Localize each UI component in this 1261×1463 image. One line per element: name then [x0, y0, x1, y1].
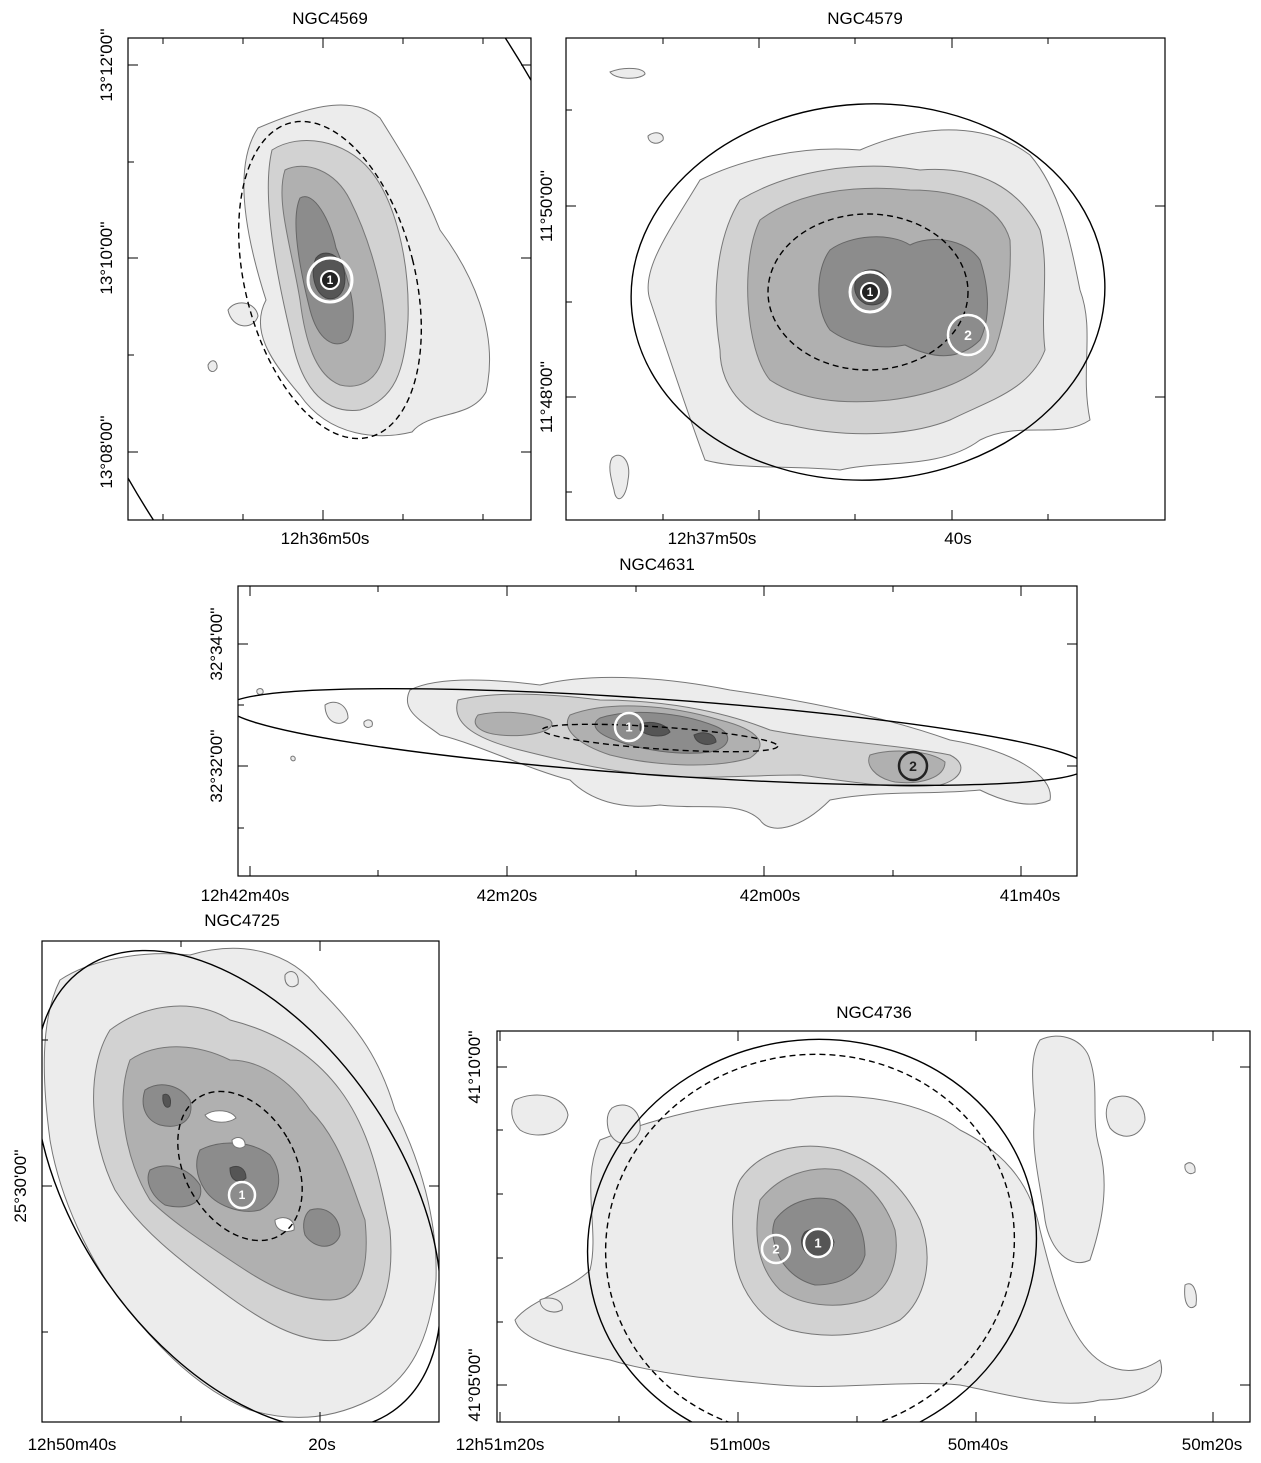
axis-ticks	[41, 941, 439, 1422]
contour-map	[609, 67, 1106, 500]
plot-frame	[565, 37, 1166, 521]
contour-map	[238, 676, 1077, 829]
y-tick-label: 32°34'00''	[207, 607, 226, 680]
source-marker-1: 1	[306, 256, 354, 304]
y-tick-label: 13°12'00''	[97, 28, 116, 101]
dashed-ellipse	[541, 723, 779, 753]
y-tick-label: 11°50'00''	[537, 170, 556, 242]
contour-level-5	[229, 1165, 247, 1182]
source-marker-1: 1	[848, 270, 892, 314]
x-tick-label: 42m20s	[477, 886, 537, 905]
panel-title: NGC4725	[204, 911, 280, 930]
contour-map	[42, 947, 439, 1422]
solid-ellipse	[42, 949, 439, 1422]
panel-title: NGC4569	[292, 9, 368, 28]
solid-ellipse	[586, 1038, 1038, 1422]
source-marker-2: 2	[897, 750, 929, 782]
contour-map	[511, 1035, 1197, 1422]
panel-title: NGC4736	[836, 1003, 912, 1022]
source-marker-1: 1	[802, 1227, 834, 1259]
svg-text:2: 2	[909, 758, 917, 774]
axis-ticks	[128, 38, 531, 520]
svg-text:1: 1	[625, 720, 632, 735]
contour-level-3	[474, 711, 553, 737]
panel-ngc4631: NGC4631 1 2 32°34'00	[201, 555, 1078, 905]
x-tick-label: 20s	[308, 1435, 335, 1454]
x-tick-label: 42m00s	[740, 886, 800, 905]
y-tick-label: 41°05'00''	[465, 1348, 484, 1421]
y-tick-label: 13°08'00''	[97, 415, 116, 488]
solid-ellipse	[238, 687, 1077, 787]
contour-map	[128, 38, 531, 520]
x-tick-label: 51m00s	[710, 1435, 770, 1454]
svg-text:2: 2	[772, 1242, 779, 1257]
panel-title: NGC4631	[619, 555, 695, 574]
y-tick-label: 13°10'00''	[97, 221, 116, 294]
dashed-ellipse	[767, 213, 969, 371]
source-marker-1: 1	[227, 1180, 257, 1210]
x-tick-label: 12h51m20s	[456, 1435, 545, 1454]
panel-title: NGC4579	[827, 9, 903, 28]
panel-ngc4569: NGC4569 1 13°12'00'' 13°10'00'' 13°08'00…	[97, 9, 532, 548]
svg-text:1: 1	[239, 1188, 246, 1202]
axis-ticks	[238, 586, 1077, 876]
svg-text:1: 1	[327, 273, 334, 287]
plot-frame	[127, 37, 532, 521]
y-tick-label: 25°30'00''	[11, 1149, 30, 1222]
x-tick-label: 50m40s	[948, 1435, 1008, 1454]
x-tick-label: 41m40s	[1000, 886, 1060, 905]
plot-frame	[496, 1030, 1251, 1423]
y-tick-label: 32°32'00''	[207, 729, 226, 802]
contour-level-4	[818, 236, 988, 357]
x-tick-label: 40s	[944, 529, 971, 548]
axis-ticks	[566, 38, 1165, 520]
svg-text:1: 1	[867, 285, 874, 299]
source-marker-2: 2	[760, 1233, 792, 1265]
x-tick-label: 12h42m40s	[201, 886, 290, 905]
axis-ticks	[497, 1031, 1250, 1422]
dashed-ellipse	[237, 120, 423, 440]
panel-ngc4736: NGC4736 1 2 41°10'00	[456, 1003, 1251, 1454]
x-tick-label: 12h37m50s	[668, 529, 757, 548]
dashed-ellipse	[604, 1053, 1016, 1422]
x-tick-label: 12h50m40s	[28, 1435, 117, 1454]
svg-text:2: 2	[964, 327, 972, 343]
svg-text:1: 1	[814, 1236, 821, 1251]
panel-ngc4579: NGC4579 1 2 11°50'00'' 11°48'00''	[537, 9, 1166, 548]
y-tick-label: 41°10'00''	[465, 1030, 484, 1103]
panel-ngc4725: NGC4725 1 25°30'00'' 12h50m40s	[11, 911, 440, 1454]
plot-frame	[41, 940, 440, 1423]
x-tick-label: 50m20s	[1182, 1435, 1242, 1454]
source-marker-2: 2	[946, 313, 990, 357]
x-tick-label: 12h36m50s	[281, 529, 370, 548]
dashed-ellipse	[177, 1090, 303, 1242]
solid-ellipse	[630, 103, 1106, 481]
plot-frame	[237, 585, 1078, 877]
source-marker-1: 1	[613, 711, 645, 743]
y-tick-label: 11°48'00''	[537, 361, 556, 433]
